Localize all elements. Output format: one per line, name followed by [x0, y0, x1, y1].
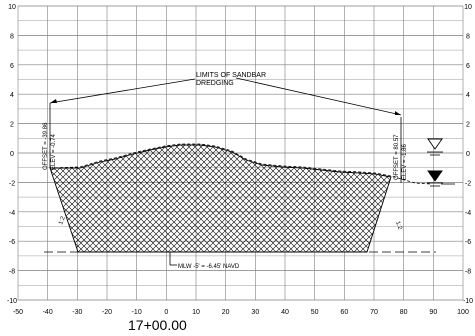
- y-tick-label-left: 6: [10, 63, 14, 70]
- right-offset-text: OFFSET = 80.57: [394, 134, 400, 180]
- y-tick-label-left: 2: [10, 122, 14, 129]
- y-tick-label-right: 2: [466, 122, 470, 129]
- mlw-label: MLW -5' = -6.45' NAVD: [178, 264, 240, 270]
- x-tick-label: -50: [13, 309, 23, 316]
- callout-arrowhead-right: [395, 111, 401, 115]
- y-tick-label-right: 10: [464, 4, 472, 11]
- right-elev-text: ELEV = -1.86: [402, 143, 408, 180]
- y-tick-label-left: -10: [7, 298, 17, 305]
- x-tick-label: -10: [132, 309, 142, 316]
- x-tick-label: 70: [370, 309, 378, 316]
- x-tick-label: 90: [429, 309, 437, 316]
- x-tick-label: 40: [281, 309, 289, 316]
- x-tick-label: 0: [164, 309, 168, 316]
- x-tick-label: 20: [222, 309, 230, 316]
- x-axis-labels: -50 -40 -30 -20 -10 0 10 20 30 40 50 60 70 80 90 100: [13, 309, 469, 316]
- y-tick-label-left: 0: [10, 151, 14, 158]
- filled-triangle-icon: [427, 170, 455, 187]
- y-tick-label-right: -8: [465, 269, 471, 276]
- y-tick-label-left: -6: [9, 239, 15, 246]
- y-tick-label-left: -2: [9, 180, 15, 187]
- existing-ground-line: [49, 143, 431, 185]
- sandbar-dredge-area: [49, 144, 392, 253]
- callout-text-line1: LIMITS OF SANDBAR: [196, 72, 266, 79]
- station-label: 17+00.00: [128, 317, 187, 333]
- x-tick-label: 50: [311, 309, 319, 316]
- left-elev-text: ELEV = -0.74: [51, 133, 57, 170]
- callout-leader-right: [235, 77, 402, 116]
- y-tick-label-right: -10: [463, 298, 473, 305]
- y-tick-label-right: -2: [465, 180, 471, 187]
- y-tick-label-right: 8: [466, 33, 470, 40]
- x-tick-label: 10: [192, 309, 200, 316]
- callout-text-line2: DREDGING: [196, 80, 234, 87]
- y-tick-label-left: -8: [9, 269, 15, 276]
- y-tick-label-left: 10: [8, 4, 16, 11]
- x-tick-label: -40: [43, 309, 53, 316]
- y-tick-label-left: 8: [10, 33, 14, 40]
- x-tick-label: -20: [102, 309, 112, 316]
- right-slope-label: 1:2: [394, 221, 403, 232]
- y-axis-left-labels: 10 8 6 4 2 0 -2 -4 -6 -8 -10: [7, 4, 17, 305]
- y-tick-label-right: -4: [465, 210, 471, 217]
- x-tick-label: 30: [251, 309, 259, 316]
- y-tick-label-right: 6: [466, 63, 470, 70]
- x-tick-label: 80: [400, 309, 408, 316]
- open-triangle-icon: [427, 138, 443, 156]
- y-tick-label-right: 4: [466, 92, 470, 99]
- y-tick-label-right: -6: [465, 239, 471, 246]
- left-slope-label: 1:2: [58, 215, 67, 226]
- left-offset-text: OFFSET = -39.86: [43, 122, 49, 170]
- callout-leader-left: [49, 78, 196, 104]
- x-tick-label: 60: [340, 309, 348, 316]
- x-tick-label: 100: [457, 309, 469, 316]
- callout-arrowhead-left: [50, 99, 57, 103]
- y-tick-label-left: -4: [9, 210, 15, 217]
- y-tick-label-left: 4: [10, 92, 14, 99]
- y-tick-label-right: 0: [466, 151, 470, 158]
- x-tick-label: -30: [72, 309, 82, 316]
- y-axis-right-labels: 10 8 6 4 2 0 -2 -4 -6 -8 -10: [463, 4, 473, 305]
